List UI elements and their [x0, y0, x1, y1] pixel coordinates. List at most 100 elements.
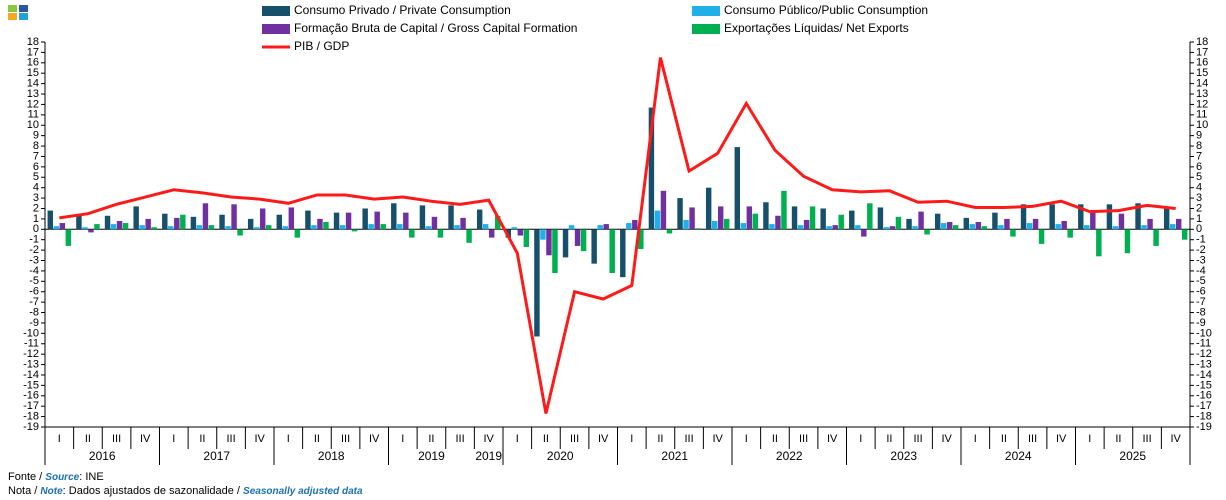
x-tick-label: IV: [827, 433, 838, 445]
bar: [351, 229, 358, 232]
y2-tick-label: 16: [1196, 57, 1208, 69]
bar: [981, 226, 988, 230]
y-tick-label: 9: [33, 130, 39, 142]
y2-tick-label: -7: [1196, 296, 1206, 308]
y2-tick-label: -12: [1196, 348, 1212, 360]
bar: [832, 225, 838, 230]
x-tick-label: I: [1088, 433, 1091, 445]
bar: [476, 209, 483, 230]
bar: [1038, 229, 1045, 244]
x-tick-label: IV: [140, 433, 151, 445]
bar: [409, 229, 415, 238]
bar: [723, 218, 730, 230]
x-tick-label: IV: [1056, 433, 1067, 445]
bar: [855, 225, 861, 230]
y-tick-label: 18: [27, 36, 39, 48]
x-tick-label: IV: [1170, 433, 1181, 445]
y2-tick-label: 15: [1196, 67, 1208, 79]
y2-tick-label: -3: [1196, 254, 1206, 266]
bar: [1141, 225, 1147, 230]
bar: [889, 226, 896, 230]
bar: [763, 202, 769, 230]
bar: [1106, 204, 1113, 230]
x-tick-label: I: [516, 433, 519, 445]
bar: [734, 147, 741, 230]
line: [59, 57, 1176, 414]
y2-tick-label: -9: [1196, 317, 1206, 329]
bar: [820, 208, 826, 230]
bar: [454, 225, 460, 230]
y-tick-label: -12: [23, 348, 39, 360]
bar: [53, 226, 60, 230]
y-tick-label: 12: [27, 98, 39, 110]
bar: [1163, 208, 1170, 230]
bar: [574, 229, 581, 246]
bar: [775, 215, 781, 230]
y-tick-label: -4: [29, 265, 39, 277]
bar: [1175, 218, 1182, 230]
legend-marker: [262, 6, 290, 16]
x-tick-label: III: [799, 433, 808, 445]
bar: [116, 220, 123, 230]
bar: [883, 227, 890, 230]
bar: [168, 226, 174, 230]
y2-tick-label: -15: [1196, 379, 1212, 391]
x-tick-label: IV: [483, 433, 494, 445]
bar: [448, 205, 454, 230]
y2-tick-label: -6: [1196, 286, 1206, 298]
bar: [1181, 229, 1188, 240]
bar: [403, 212, 409, 230]
bar: [809, 206, 816, 230]
x-tick-label: II: [772, 433, 778, 445]
legend-marker: [262, 24, 290, 34]
bar: [419, 205, 426, 230]
bar: [460, 217, 466, 230]
bar: [654, 210, 661, 230]
year-label: 2019: [418, 449, 445, 463]
x-tick-label: III: [1028, 433, 1037, 445]
y2-tick-label: -17: [1196, 400, 1212, 412]
bar: [934, 213, 941, 230]
bar: [603, 224, 609, 230]
bar: [196, 225, 203, 230]
bar: [276, 214, 283, 230]
y2-tick-label: 13: [1196, 88, 1208, 100]
y2-tick-label: -18: [1196, 411, 1212, 423]
y2-tick-label: 11: [1196, 109, 1207, 121]
y2-tick-label: 6: [1196, 161, 1202, 173]
y2-tick-label: -10: [1196, 327, 1212, 339]
y-tick-label: -18: [23, 411, 39, 423]
x-tick-label: III: [684, 433, 693, 445]
y-tick-label: 14: [27, 78, 39, 90]
bar: [546, 229, 552, 256]
bar: [1169, 224, 1176, 230]
y-tick-label: 4: [33, 182, 39, 194]
y-tick-label: -10: [23, 327, 39, 339]
bar: [219, 214, 225, 230]
y2-tick-label: 4: [1196, 182, 1202, 194]
y-tick-label: -7: [29, 296, 39, 308]
bar: [208, 225, 215, 230]
bar: [431, 216, 438, 230]
bar: [65, 229, 72, 246]
x-tick-label: II: [314, 433, 320, 445]
x-tick-label: I: [974, 433, 977, 445]
y-tick-label: -17: [23, 400, 39, 412]
x-tick-label: I: [859, 433, 862, 445]
y-tick-label: -2: [29, 244, 39, 256]
x-tick-label: III: [570, 433, 579, 445]
y-tick-label: -16: [23, 390, 39, 402]
bar: [482, 224, 489, 230]
bar: [82, 227, 88, 230]
bar: [374, 211, 380, 230]
y2-tick-label: -13: [1196, 358, 1212, 370]
y-tick-label: -9: [29, 317, 39, 329]
bar: [861, 229, 867, 237]
bar: [288, 207, 295, 230]
bar: [311, 225, 317, 230]
bar: [803, 219, 810, 230]
bar: [333, 212, 340, 230]
bar: [924, 229, 930, 235]
bar: [946, 222, 953, 230]
